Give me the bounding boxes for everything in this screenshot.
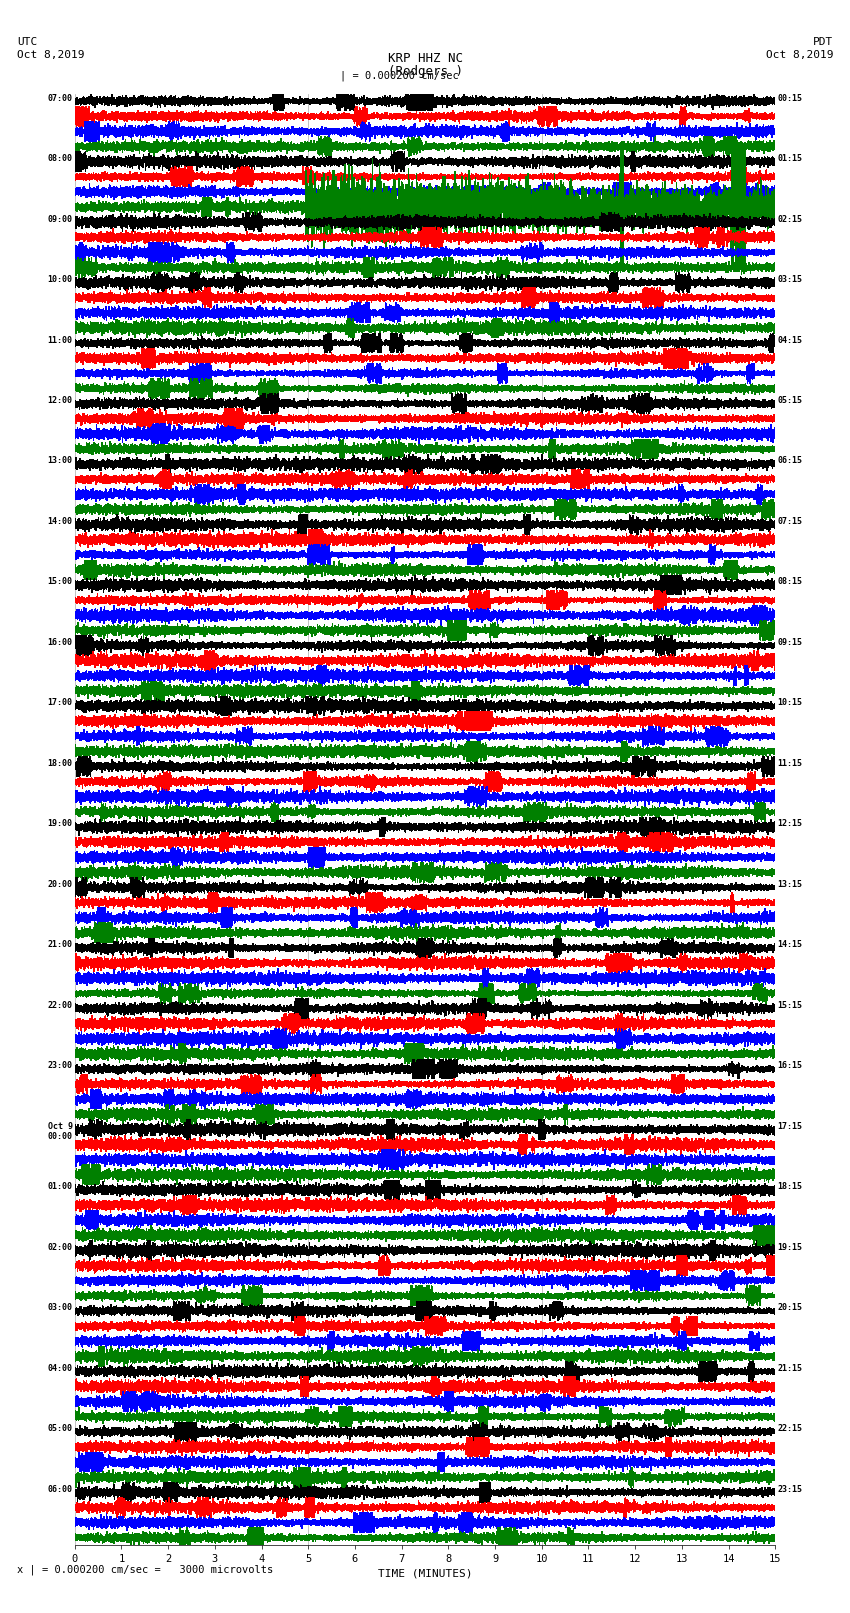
Text: Oct 8,2019: Oct 8,2019 [766, 50, 833, 60]
Text: 19:00: 19:00 [48, 819, 73, 829]
Text: KRP HHZ NC: KRP HHZ NC [388, 52, 462, 65]
Text: 10:00: 10:00 [48, 276, 73, 284]
Text: 11:00: 11:00 [48, 336, 73, 345]
Text: 00:15: 00:15 [777, 94, 802, 103]
Text: 15:15: 15:15 [777, 1000, 802, 1010]
Text: 20:00: 20:00 [48, 881, 73, 889]
Text: 16:15: 16:15 [777, 1061, 802, 1071]
Text: 18:15: 18:15 [777, 1182, 802, 1192]
Text: 04:15: 04:15 [777, 336, 802, 345]
Text: 12:00: 12:00 [48, 395, 73, 405]
Text: PDT: PDT [813, 37, 833, 47]
Text: 02:15: 02:15 [777, 215, 802, 224]
Text: 05:15: 05:15 [777, 395, 802, 405]
Text: 17:00: 17:00 [48, 698, 73, 708]
Text: 13:15: 13:15 [777, 881, 802, 889]
Text: 17:15: 17:15 [777, 1123, 802, 1131]
Text: 01:00: 01:00 [48, 1182, 73, 1192]
Text: | = 0.000200 cm/sec: | = 0.000200 cm/sec [340, 71, 459, 82]
Text: 15:00: 15:00 [48, 577, 73, 587]
Text: 01:15: 01:15 [777, 155, 802, 163]
Text: 18:00: 18:00 [48, 760, 73, 768]
Text: 23:00: 23:00 [48, 1061, 73, 1071]
Text: 03:15: 03:15 [777, 276, 802, 284]
Text: 07:15: 07:15 [777, 516, 802, 526]
X-axis label: TIME (MINUTES): TIME (MINUTES) [377, 1568, 473, 1579]
Text: 11:15: 11:15 [777, 760, 802, 768]
Text: 06:00: 06:00 [48, 1484, 73, 1494]
Text: 20:15: 20:15 [777, 1303, 802, 1313]
Text: 09:15: 09:15 [777, 639, 802, 647]
Text: 04:00: 04:00 [48, 1365, 73, 1373]
Text: 12:15: 12:15 [777, 819, 802, 829]
Text: 19:15: 19:15 [777, 1242, 802, 1252]
Text: 16:00: 16:00 [48, 639, 73, 647]
Text: 21:15: 21:15 [777, 1365, 802, 1373]
Text: 02:00: 02:00 [48, 1242, 73, 1252]
Text: 22:15: 22:15 [777, 1424, 802, 1434]
Text: 14:15: 14:15 [777, 940, 802, 950]
Text: 10:15: 10:15 [777, 698, 802, 708]
Text: Oct 9
00:00: Oct 9 00:00 [48, 1123, 73, 1142]
Text: 22:00: 22:00 [48, 1000, 73, 1010]
Text: 03:00: 03:00 [48, 1303, 73, 1313]
Text: 09:00: 09:00 [48, 215, 73, 224]
Text: 07:00: 07:00 [48, 94, 73, 103]
Text: 08:00: 08:00 [48, 155, 73, 163]
Text: (Rodgers ): (Rodgers ) [388, 65, 462, 77]
Text: 05:00: 05:00 [48, 1424, 73, 1434]
Text: 08:15: 08:15 [777, 577, 802, 587]
Text: UTC: UTC [17, 37, 37, 47]
Text: 06:15: 06:15 [777, 456, 802, 466]
Text: 14:00: 14:00 [48, 516, 73, 526]
Text: 21:00: 21:00 [48, 940, 73, 950]
Text: x | = 0.000200 cm/sec =   3000 microvolts: x | = 0.000200 cm/sec = 3000 microvolts [17, 1565, 273, 1576]
Text: 23:15: 23:15 [777, 1484, 802, 1494]
Text: Oct 8,2019: Oct 8,2019 [17, 50, 84, 60]
Text: 13:00: 13:00 [48, 456, 73, 466]
